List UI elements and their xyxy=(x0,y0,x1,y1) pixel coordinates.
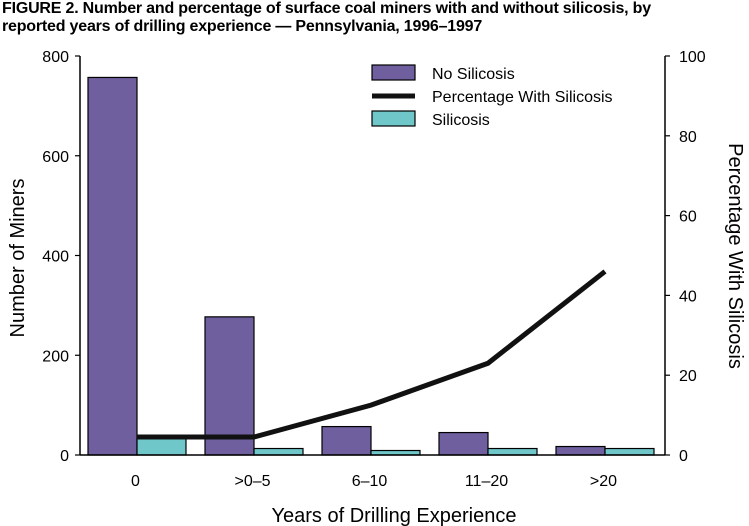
bar-no-silicosis-3 xyxy=(438,431,489,456)
y-axis-title-right: Percentage With Silicosis xyxy=(724,143,746,369)
y-right-tick-label-80: 80 xyxy=(679,129,697,146)
y-right-tick-label-20: 20 xyxy=(679,368,697,385)
figure-title-line-2: reported years of drilling experience — … xyxy=(2,18,483,35)
legend-swatch-silicosis xyxy=(371,110,416,127)
legend-label-percentage-with-silicosis: Percentage With Silicosis xyxy=(432,89,613,106)
legend-swatch-no-silicosis xyxy=(371,64,416,81)
x-tick-label-3: 11–20 xyxy=(465,473,508,490)
bar-silicosis-3 xyxy=(487,447,538,456)
y-left-tick-label-400: 400 xyxy=(42,249,69,266)
bar-silicosis-4 xyxy=(604,447,655,456)
y-left-tick-label-800: 800 xyxy=(42,49,69,66)
bar-no-silicosis-2 xyxy=(321,425,372,456)
bar-no-silicosis-4 xyxy=(555,445,606,456)
bar-no-silicosis-0 xyxy=(87,76,138,456)
legend-label-no-silicosis: No Silicosis xyxy=(432,66,515,83)
bar-silicosis-1 xyxy=(253,447,304,456)
figure-title: FIGURE 2. Number and percentage of surfa… xyxy=(2,0,747,36)
legend-label-silicosis: Silicosis xyxy=(432,112,490,129)
y-left-tick-label-200: 200 xyxy=(42,348,69,365)
x-tick-label-2: 6–10 xyxy=(352,473,388,490)
bar-silicosis-0 xyxy=(136,437,187,456)
y-right-tick-label-100: 100 xyxy=(679,49,706,66)
y-left-tick-label-0: 0 xyxy=(60,448,69,465)
x-axis-title: Years of Drilling Experience xyxy=(272,505,517,526)
line-percentage-with-silicosis xyxy=(137,269,607,440)
figure-title-line-1: FIGURE 2. Number and percentage of surfa… xyxy=(2,0,651,17)
y-right-tick-label-40: 40 xyxy=(679,288,697,305)
y-left-tick-label-600: 600 xyxy=(42,149,69,166)
x-tick-label-0: 0 xyxy=(131,473,140,490)
y-right-tick-label-60: 60 xyxy=(679,209,697,226)
x-tick-label-1: >0–5 xyxy=(234,473,270,490)
y-right-tick-label-0: 0 xyxy=(679,448,688,465)
bar-no-silicosis-1 xyxy=(204,316,255,456)
x-tick-label-4: >20 xyxy=(590,473,617,490)
y-axis-title-left: Number of Miners xyxy=(7,179,29,338)
